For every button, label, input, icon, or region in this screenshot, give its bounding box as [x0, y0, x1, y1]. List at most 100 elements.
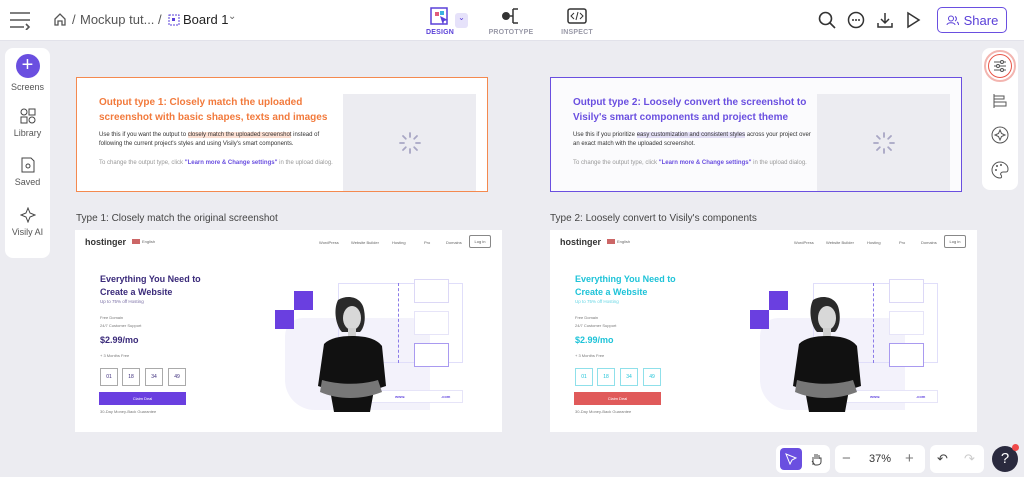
- nav-link[interactable]: Website Builder: [351, 240, 379, 245]
- right-panel: [982, 48, 1018, 190]
- sidebar-item-library[interactable]: Library: [5, 108, 50, 138]
- zoom-level[interactable]: 37%: [869, 453, 892, 465]
- sidebar-label: Visily AI: [11, 227, 44, 237]
- wireframe-card: [414, 311, 449, 335]
- tab-prototype[interactable]: PROTOTYPE: [487, 6, 535, 36]
- saved-icon: [21, 157, 34, 173]
- breadcrumb-sep: /: [72, 12, 76, 27]
- image-placeholder: [817, 94, 950, 191]
- theme-icon[interactable]: [991, 126, 1009, 144]
- history-controls: ↶ ↷: [930, 445, 984, 473]
- zoom-out-icon[interactable]: −: [842, 450, 851, 467]
- tab-label: DESIGN: [425, 29, 455, 36]
- nav-link[interactable]: Hosting: [392, 240, 406, 245]
- highlight: closely match the uploaded screenshot: [187, 132, 292, 138]
- domain-bar: www. .com: [370, 390, 463, 403]
- tab-label: PROTOTYPE: [488, 29, 534, 36]
- bonus-text: + 3 Months Free: [100, 353, 130, 358]
- nav-link[interactable]: Hosting: [867, 240, 881, 245]
- card-note: To change the output type, click "Learn …: [573, 160, 807, 166]
- undo-icon[interactable]: ↶: [937, 451, 948, 466]
- feature-domain: Free Domain: [575, 315, 599, 320]
- share-users-icon: [946, 15, 959, 25]
- sidebar-item-visily-ai[interactable]: Visily AI: [5, 207, 50, 237]
- comment-icon[interactable]: [847, 11, 865, 29]
- screen-type-2[interactable]: hostinger English WordPress Website Buil…: [550, 230, 977, 432]
- breadcrumb-board[interactable]: Board 1: [183, 12, 229, 27]
- left-sidebar: + Screens Library Saved Visily AI: [5, 48, 50, 258]
- zoom-in-icon[interactable]: +: [905, 450, 914, 467]
- search-icon[interactable]: [818, 11, 836, 29]
- person-photo: [318, 297, 386, 412]
- guarantee-text: 30-Day Money-Back Guarantee: [575, 409, 632, 414]
- nav-link[interactable]: WordPress: [794, 240, 814, 245]
- loading-spinner-icon: [873, 132, 895, 154]
- feature-support: 24/7 Customer Support: [100, 323, 142, 328]
- url-prefix: www.: [395, 394, 406, 399]
- design-dropdown[interactable]: ⌄: [455, 13, 468, 28]
- bonus-text: + 3 Months Free: [575, 353, 605, 358]
- screen-type-1[interactable]: hostinger English WordPress Website Buil…: [75, 230, 502, 432]
- language-label[interactable]: English: [142, 239, 156, 244]
- learn-more-link[interactable]: "Learn more & Change settings": [658, 160, 752, 166]
- share-button[interactable]: Share: [937, 7, 1007, 33]
- chevron-down-icon[interactable]: ⌄: [228, 11, 237, 22]
- timer-box: 18: [597, 368, 615, 386]
- headline-line-2: Create a Website: [575, 287, 648, 297]
- palette-icon[interactable]: [991, 161, 1009, 179]
- nav-link[interactable]: WordPress: [319, 240, 339, 245]
- play-icon[interactable]: [905, 11, 921, 29]
- timer-box: 49: [643, 368, 661, 386]
- tab-inspect[interactable]: INSPECT: [558, 6, 596, 36]
- sidebar-item-saved[interactable]: Saved: [5, 157, 50, 187]
- highlight: easy customization and consistent styles: [636, 132, 746, 138]
- layers-icon[interactable]: [992, 93, 1008, 109]
- subheadline: Up to 75% off Hosting: [575, 299, 619, 304]
- plus-icon: +: [15, 54, 40, 78]
- sidebar-item-screens[interactable]: + Screens: [5, 54, 50, 92]
- top-bar: / Mockup tut... / Board 1 ⌄ DESIGN ⌄ PRO…: [0, 0, 1024, 41]
- nav-link[interactable]: Pro: [424, 240, 431, 245]
- redo-icon[interactable]: ↷: [964, 451, 975, 466]
- login-button[interactable]: Log in: [469, 235, 491, 248]
- timer-box: 34: [145, 368, 163, 386]
- wireframe-card: [889, 311, 924, 335]
- design-icon: [430, 7, 448, 25]
- site-logo: hostinger: [85, 237, 127, 247]
- nav-link[interactable]: Website Builder: [826, 240, 854, 245]
- wireframe-card: [889, 279, 924, 303]
- zoom-controls: − 37% +: [835, 445, 925, 473]
- subheadline: Up to 75% off Hosting: [100, 299, 144, 304]
- prototype-icon: [502, 8, 518, 24]
- card-body: Use this if you prioritize easy customiz…: [573, 132, 811, 147]
- purple-square: [294, 291, 313, 310]
- download-icon[interactable]: [876, 11, 894, 29]
- board-icon: [168, 14, 180, 26]
- home-icon[interactable]: [53, 12, 67, 26]
- settings-sliders-icon: [994, 60, 1006, 72]
- site-logo: hostinger: [560, 237, 602, 247]
- wireframe-card: [414, 279, 449, 303]
- price: $2.99/mo: [100, 335, 139, 345]
- nav-link[interactable]: Domains: [446, 240, 462, 245]
- tab-design[interactable]: DESIGN: [420, 6, 460, 36]
- flag-icon: [607, 239, 615, 244]
- breadcrumb-project[interactable]: Mockup tut...: [80, 12, 155, 27]
- login-button[interactable]: Log in: [944, 235, 966, 248]
- sidebar-label: Saved: [14, 177, 41, 187]
- settings-button[interactable]: [984, 50, 1016, 82]
- nav-link[interactable]: Pro: [899, 240, 906, 245]
- wireframe-card: [414, 343, 449, 367]
- learn-more-link[interactable]: "Learn more & Change settings": [184, 160, 278, 166]
- nav-link[interactable]: Domains: [921, 240, 937, 245]
- claim-deal-button[interactable]: Claim Deal: [99, 392, 186, 405]
- language-label[interactable]: English: [617, 239, 631, 244]
- pointer-tool[interactable]: [780, 448, 802, 470]
- screen-caption: Type 2: Loosely convert to Visily's comp…: [550, 213, 757, 224]
- claim-deal-button[interactable]: Claim Deal: [574, 392, 661, 405]
- sparkle-icon: [19, 207, 36, 223]
- menu-icon[interactable]: [9, 10, 31, 30]
- hand-icon[interactable]: [809, 452, 823, 466]
- library-icon: [20, 108, 35, 124]
- headline-line-1: Everything You Need to: [575, 274, 676, 284]
